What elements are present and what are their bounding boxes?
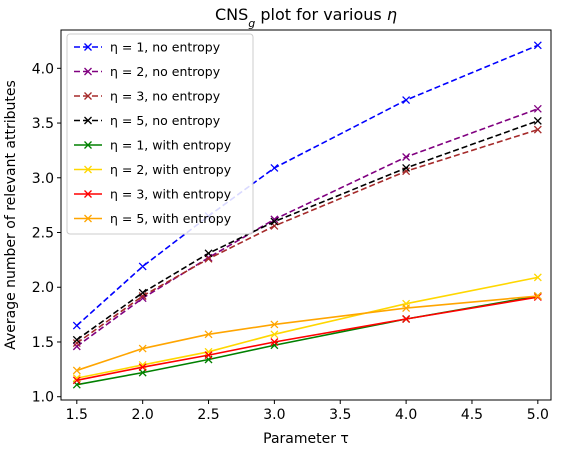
data-point — [533, 116, 542, 125]
data-point — [533, 293, 542, 302]
series-4 — [72, 292, 542, 389]
series-6 — [72, 293, 542, 385]
legend-item: η = 3, no entropy — [74, 89, 221, 104]
legend-item: η = 2, with entropy — [74, 162, 232, 177]
data-point — [402, 153, 411, 161]
legend-label: η = 1, with entropy — [110, 138, 232, 153]
data-point — [402, 304, 411, 313]
data-point — [402, 315, 411, 323]
x-tick-label: 3.5 — [329, 407, 351, 423]
data-point — [270, 320, 279, 329]
legend-label: η = 1, no entropy — [110, 40, 221, 55]
legend-item: η = 5, no entropy — [74, 113, 221, 128]
data-point — [270, 217, 279, 226]
data-point — [138, 292, 147, 300]
legend-item: η = 3, with entropy — [74, 187, 232, 202]
data-point — [72, 321, 81, 330]
y-tick-label: 2.0 — [32, 280, 54, 296]
y-tick-label: 1.5 — [32, 335, 54, 351]
series-line — [76, 120, 539, 341]
data-point — [204, 249, 213, 258]
data-point — [138, 262, 147, 271]
data-point — [270, 330, 279, 339]
series-line — [76, 128, 539, 344]
plot-frame — [60, 29, 552, 401]
data-point — [402, 163, 411, 172]
x-tick-label: 4.5 — [461, 407, 483, 423]
chart-title: CNSg plot for various η — [215, 5, 397, 30]
x-tick-label: 3.0 — [263, 407, 285, 423]
legend-label: η = 5, no entropy — [110, 113, 221, 128]
data-point — [533, 41, 542, 50]
legend-label: η = 3, no entropy — [110, 89, 221, 104]
plot-series — [72, 41, 542, 389]
x-tick-label: 5.0 — [527, 407, 549, 423]
y-tick-label: 1.0 — [32, 390, 54, 406]
data-point — [72, 342, 81, 351]
data-point — [72, 339, 81, 348]
legend-item: η = 2, no entropy — [74, 64, 221, 79]
legend-label: η = 3, with entropy — [110, 187, 232, 202]
series-line — [76, 276, 538, 379]
y-tick-label: 3.0 — [32, 171, 54, 187]
data-point — [72, 376, 81, 385]
x-tick-label: 4.0 — [395, 407, 417, 423]
x-tick-label: 1.5 — [66, 407, 88, 423]
x-axis: 1.5 2.0 2.5 3.0 3.5 4.0 4.5 5.0 — [66, 400, 549, 423]
series-7 — [72, 292, 542, 375]
y-tick-label: 2.5 — [32, 226, 54, 242]
series-line — [76, 295, 538, 372]
data-point — [270, 163, 279, 172]
data-point — [402, 96, 411, 105]
x-tick-label: 2.5 — [197, 407, 219, 423]
y-tick-label: 4.0 — [32, 61, 54, 77]
data-point — [533, 292, 542, 300]
series-line — [76, 296, 538, 382]
legend-box — [66, 33, 254, 235]
data-point — [270, 215, 279, 224]
data-point — [533, 273, 542, 282]
x-tick-label: 2.0 — [132, 407, 154, 423]
data-point — [533, 104, 542, 113]
legend-item: η = 5, with entropy — [74, 211, 232, 226]
data-point — [138, 288, 147, 297]
data-point — [138, 363, 147, 372]
legend: η = 1, no entropy η = 2, no entropy η = 3,… — [66, 33, 254, 235]
legend-item: η = 1, no entropy — [74, 40, 221, 55]
data-point — [72, 335, 81, 344]
legend-label: η = 2, with entropy — [110, 162, 232, 177]
data-point — [138, 344, 147, 353]
legend-label: η = 5, with entropy — [110, 211, 232, 226]
series-3 — [72, 116, 542, 344]
series-line — [76, 108, 539, 348]
y-axis: 1.0 1.5 2.0 2.5 3.0 3.5 4.0 — [32, 61, 61, 406]
y-tick-label: 3.5 — [32, 116, 54, 132]
data-point — [204, 330, 213, 339]
x-axis-label: Parameter τ — [263, 431, 349, 447]
legend-label: η = 2, no entropy — [110, 64, 221, 79]
data-point — [204, 351, 213, 360]
y-axis-label: Average number of relevant attributes — [3, 80, 19, 350]
data-point — [533, 125, 542, 134]
data-point — [72, 366, 81, 375]
data-point — [270, 338, 279, 346]
legend-item: η = 1, with entropy — [74, 138, 232, 153]
